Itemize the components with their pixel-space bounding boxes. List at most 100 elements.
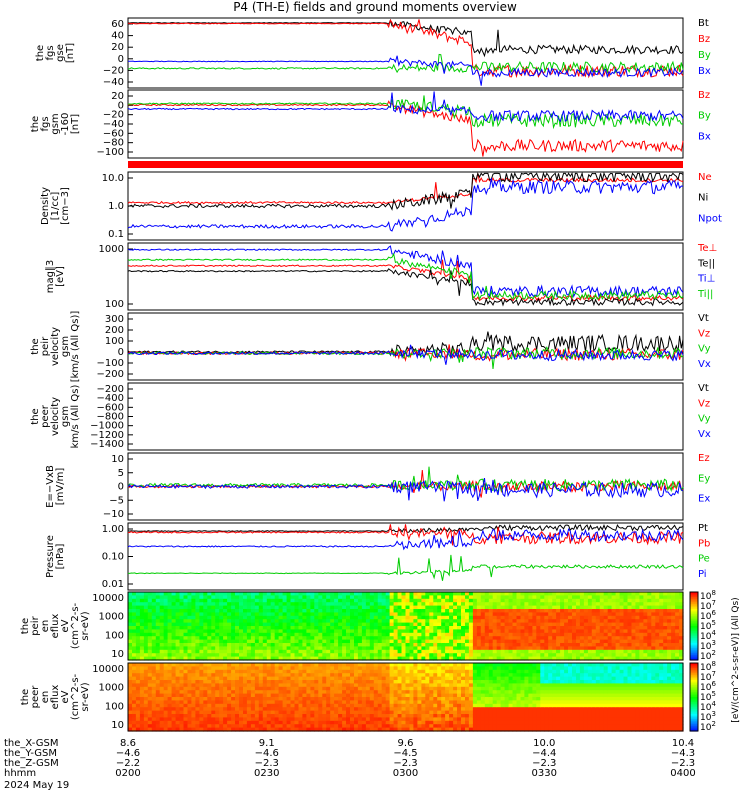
heatmap-cell (369, 683, 375, 688)
heatmap-cell (512, 673, 518, 678)
heatmap-cell (441, 595, 446, 600)
heatmap-cell (302, 649, 307, 654)
heatmap-cell (298, 646, 304, 651)
heatmap-cell (203, 605, 208, 610)
y-axis-label: fgs (45, 45, 56, 60)
heatmap-cell (361, 666, 367, 671)
heatmap-cell (441, 676, 446, 681)
heatmap-cell (385, 643, 391, 647)
heatmap-cell (235, 629, 240, 634)
heatmap-cell (453, 680, 458, 684)
heatmap-cell (496, 622, 502, 627)
heatmap-cell (290, 656, 296, 661)
heatmap-cell (354, 727, 359, 732)
heatmap-cell (385, 703, 391, 708)
heatmap-cell (520, 626, 526, 630)
heatmap-cell (346, 724, 351, 729)
heatmap-cell (496, 646, 502, 651)
heatmap-cell (591, 653, 597, 658)
heatmap-cell (243, 653, 248, 658)
heatmap-cell (671, 619, 676, 624)
heatmap-cell (373, 690, 379, 695)
heatmap-cell (132, 646, 137, 651)
heatmap-cell (227, 686, 232, 691)
heatmap-cell (334, 615, 339, 620)
heatmap-cell (484, 598, 490, 603)
heatmap-cell (548, 615, 553, 620)
heatmap-cell (401, 602, 407, 607)
heatmap-cell (639, 605, 644, 610)
heatmap-cell (425, 615, 430, 620)
heatmap-cell (437, 703, 442, 708)
heatmap-cell (163, 595, 169, 600)
heatmap-cell (429, 717, 434, 722)
heatmap-cell (500, 602, 506, 607)
heatmap-cell (151, 669, 157, 674)
heatmap-cell (548, 643, 553, 647)
heatmap-cell (441, 710, 446, 715)
heatmap-cell (254, 646, 260, 651)
heatmap-cell (262, 632, 268, 637)
heatmap-cell (583, 622, 589, 627)
heatmap-cell (441, 707, 446, 712)
heatmap-cell (385, 690, 391, 695)
heatmap-cell (556, 643, 561, 647)
heatmap-cell (235, 592, 240, 596)
heatmap-cell (294, 714, 300, 718)
heatmap-cell (128, 686, 133, 691)
heatmap-cell (338, 605, 343, 610)
heatmap-cell (552, 598, 557, 603)
heatmap-cell (401, 605, 407, 610)
heatmap-cell (159, 605, 165, 610)
heatmap-cell (476, 592, 482, 596)
heatmap-cell (385, 598, 391, 603)
heatmap-cell (377, 680, 383, 684)
heatmap-cell (167, 717, 173, 722)
heatmap-cell (231, 626, 236, 630)
heatmap-cell (314, 595, 319, 600)
heatmap-cell (314, 592, 319, 596)
heatmap-cell (611, 612, 617, 617)
heatmap-cell (544, 595, 549, 600)
heatmap-cell (365, 649, 371, 654)
heatmap-cell (171, 612, 177, 617)
heatmap-cell (663, 629, 668, 634)
heatmap-cell (191, 707, 196, 712)
heatmap-cell (326, 646, 331, 651)
heatmap-cell (611, 592, 617, 596)
heatmap-cell (163, 632, 169, 637)
heatmap-cell (496, 612, 502, 617)
heatmap-cell (243, 639, 248, 644)
heatmap-cell (326, 693, 331, 698)
heatmap-cell (330, 615, 335, 620)
heatmap-cell (516, 720, 522, 725)
heatmap-cell (143, 673, 149, 678)
heatmap-cell (128, 724, 133, 729)
heatmap-cell (147, 653, 153, 658)
heatmap-cell (155, 676, 161, 681)
heatmap-cell (266, 643, 272, 647)
heatmap-cell (449, 663, 454, 667)
heatmap-cell (441, 605, 446, 610)
heatmap-cell (361, 646, 367, 651)
heatmap-cell (397, 697, 403, 701)
heatmap-cell (488, 686, 494, 691)
heatmap-cell (334, 605, 339, 610)
heatmap-cell (235, 724, 240, 729)
heatmap-cell (298, 619, 304, 624)
heatmap-cell (294, 666, 300, 671)
heatmap-cell (179, 643, 185, 647)
heatmap-cell (480, 676, 486, 681)
heatmap-cell (472, 669, 478, 674)
heatmap-cell (409, 686, 415, 691)
heatmap-cell (298, 717, 304, 722)
heatmap-cell (314, 666, 319, 671)
series-line-Pe (127, 554, 684, 581)
heatmap-cell (457, 592, 462, 596)
heatmap-cell (314, 727, 319, 732)
heatmap-cell (611, 619, 617, 624)
heatmap-cell (306, 656, 311, 661)
y-axis-label: eflux (50, 614, 61, 639)
heatmap-cell (389, 666, 395, 671)
heatmap-cell (377, 649, 383, 654)
